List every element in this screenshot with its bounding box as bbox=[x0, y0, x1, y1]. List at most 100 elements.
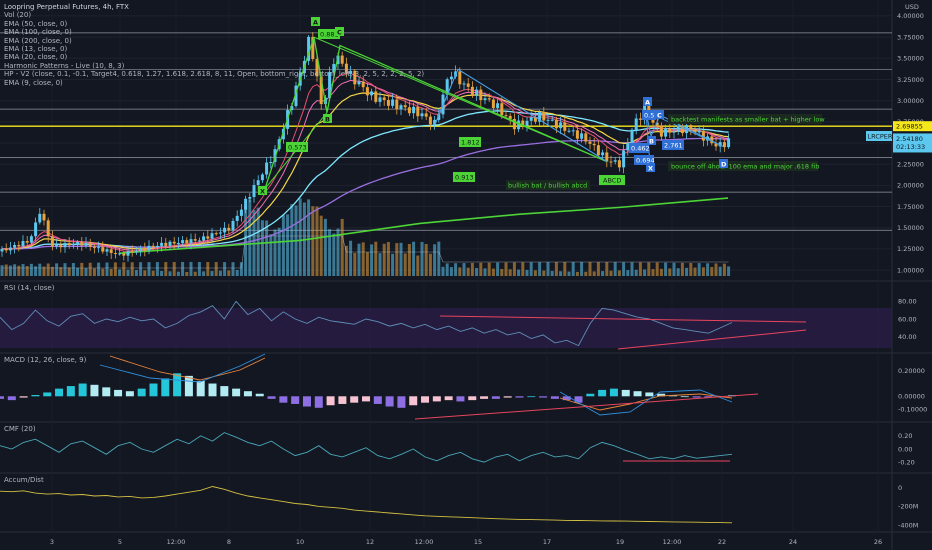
candle-body bbox=[256, 180, 260, 186]
candle-body bbox=[714, 143, 718, 147]
volume-bar bbox=[50, 266, 54, 276]
ratio-1812: 1.812 bbox=[461, 139, 480, 147]
candle-body bbox=[722, 142, 726, 148]
candle-body bbox=[340, 55, 344, 64]
volume-bar bbox=[185, 271, 189, 276]
macd-histogram-bar bbox=[350, 396, 359, 403]
candle-body bbox=[601, 152, 605, 156]
legend-ema20[interactable]: EMA (20, close, 0) bbox=[4, 53, 68, 62]
candle-body bbox=[546, 119, 550, 121]
macd-title[interactable]: MACD (12, 26, close, 9) bbox=[4, 356, 87, 364]
volume-bar bbox=[533, 270, 537, 276]
symbol-title[interactable]: Loopring Perpetual Futures, 4h, FTX bbox=[4, 3, 129, 11]
volume-bar bbox=[428, 253, 432, 276]
macd-histogram-bar bbox=[149, 383, 158, 397]
volume-bar bbox=[706, 263, 710, 276]
volume-bar bbox=[462, 263, 466, 276]
volume-bar bbox=[672, 262, 676, 276]
candle-body bbox=[491, 99, 495, 108]
candle-body bbox=[374, 91, 378, 102]
ema100-line bbox=[2, 137, 729, 250]
volume-bar bbox=[483, 268, 487, 276]
volume-bar bbox=[340, 218, 344, 276]
point-b-badge bbox=[323, 114, 332, 123]
rsi-title[interactable]: RSI (14, close) bbox=[4, 284, 55, 292]
candle-body bbox=[391, 99, 395, 106]
candle-body bbox=[496, 103, 500, 108]
legend-ema50[interactable]: EMA (50, close, 0) bbox=[4, 19, 68, 28]
legend-hp-v2[interactable]: HP - V2 (close, 0.1, -0.1, Target4, 0.61… bbox=[4, 70, 425, 79]
candle-body bbox=[202, 236, 206, 241]
volume-bar bbox=[290, 204, 294, 276]
volume-bar bbox=[424, 244, 428, 276]
volume-bar bbox=[651, 269, 655, 276]
volume-bar bbox=[118, 269, 122, 276]
volume-bar bbox=[588, 262, 592, 276]
macd-histogram-bar bbox=[373, 396, 382, 404]
candle-body bbox=[512, 118, 516, 130]
volume-bar bbox=[458, 267, 462, 276]
volume-bar bbox=[286, 214, 290, 276]
macd-histogram-bar bbox=[468, 396, 477, 401]
volume-bar bbox=[433, 244, 437, 276]
legend-ema100[interactable]: EMA (100, close, 0) bbox=[4, 28, 72, 37]
volume-bar bbox=[727, 266, 731, 276]
macd-histogram-bar bbox=[291, 396, 300, 404]
point-a-badge bbox=[311, 17, 320, 26]
volume-bar bbox=[76, 267, 80, 276]
time-tick-label: 12:00 bbox=[167, 538, 186, 546]
accum-title[interactable]: Accum/Dist bbox=[4, 476, 44, 484]
candle-body bbox=[227, 227, 231, 231]
candle-body bbox=[538, 111, 542, 122]
volume-bar bbox=[193, 271, 197, 276]
candle-body bbox=[164, 242, 168, 246]
candle-body bbox=[139, 248, 143, 252]
time-tick-label: 3 bbox=[50, 538, 54, 546]
volume-bar bbox=[155, 262, 159, 276]
volume-bar bbox=[349, 240, 353, 276]
macd-histogram-bar bbox=[527, 396, 536, 398]
volume-bar bbox=[643, 269, 647, 276]
cmf-line bbox=[0, 432, 733, 463]
abcd-label: ABCD bbox=[603, 177, 621, 185]
candle-body bbox=[399, 105, 403, 110]
ratio-0573: 0.573 bbox=[288, 144, 307, 152]
legend-ema13[interactable]: EMA (13, close, 0) bbox=[4, 44, 68, 53]
macd-histogram-bar bbox=[562, 396, 571, 401]
legend-harmonic-live[interactable]: Harmonic Patterns - Live (10, 8, 3) bbox=[4, 61, 125, 70]
ratio-0694: 0.694 bbox=[636, 157, 655, 165]
volume-bar bbox=[554, 262, 558, 276]
cmf-title[interactable]: CMF (20) bbox=[4, 425, 36, 433]
candle-body bbox=[307, 36, 311, 61]
time-tick-label: 5 bbox=[118, 538, 122, 546]
volume-bar bbox=[202, 271, 206, 276]
macd-histogram-bar bbox=[173, 373, 182, 397]
symbol-tag-label: LRCPERP bbox=[868, 133, 897, 141]
candle-body bbox=[269, 162, 273, 164]
volume-bar bbox=[626, 270, 630, 276]
candle-body bbox=[168, 241, 172, 246]
volume-bar bbox=[29, 263, 33, 276]
volume-bar bbox=[46, 263, 50, 276]
volume-bar bbox=[189, 262, 193, 276]
volume-bar bbox=[449, 267, 453, 276]
volume-bar bbox=[605, 262, 609, 276]
candle-body bbox=[428, 116, 432, 125]
legend-ema200[interactable]: EMA (200, close, 0) bbox=[4, 36, 72, 45]
candle-body bbox=[475, 89, 479, 96]
candle-body bbox=[445, 79, 449, 95]
volume-bar bbox=[508, 269, 512, 276]
legend-vol[interactable]: Vol (20) bbox=[4, 11, 32, 20]
volume-bar bbox=[328, 229, 332, 276]
macd-histogram-bar bbox=[645, 392, 654, 397]
pane-tick-label: 80.00 bbox=[898, 298, 917, 306]
candle-body bbox=[626, 143, 630, 151]
legend-ema9[interactable]: EMA (9, close, 0) bbox=[4, 78, 63, 87]
candle-body bbox=[525, 120, 529, 126]
volume-bar bbox=[697, 263, 701, 276]
candle-body bbox=[239, 209, 243, 216]
cmf-pane: 0.20 0.00 -0.20 bbox=[0, 432, 915, 466]
volume-bars bbox=[0, 198, 731, 276]
